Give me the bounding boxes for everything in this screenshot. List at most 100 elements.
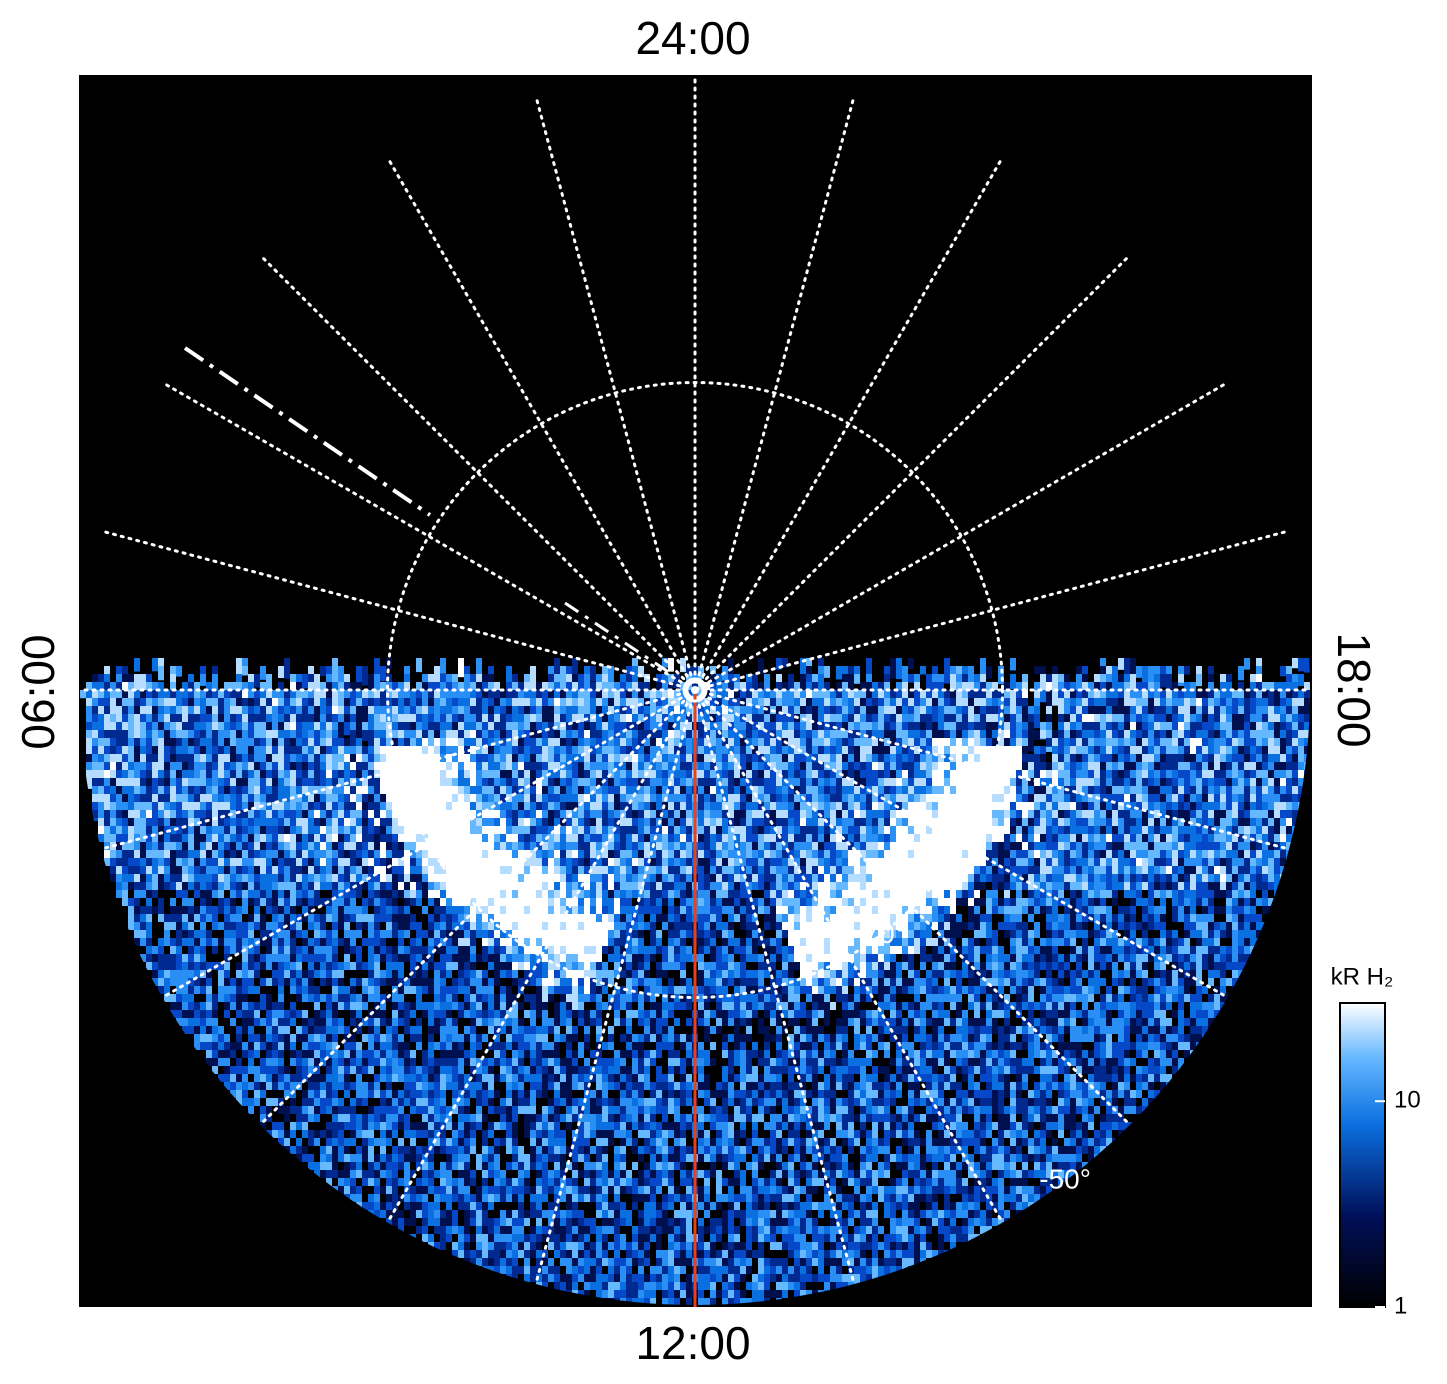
image-pixel	[806, 866, 812, 874]
image-pixel	[362, 818, 368, 826]
image-pixel	[914, 778, 920, 788]
image-pixel	[1094, 850, 1100, 858]
image-pixel	[902, 730, 908, 744]
image-pixel	[1058, 858, 1064, 866]
image-pixel	[566, 826, 572, 834]
image-pixel	[470, 866, 476, 874]
image-pixel	[470, 730, 476, 739]
image-pixel	[554, 698, 560, 711]
image-pixel	[602, 674, 608, 686]
image-pixel	[782, 866, 788, 874]
image-pixel	[98, 690, 104, 703]
image-pixel	[518, 818, 524, 826]
image-pixel	[1106, 850, 1112, 858]
image-pixel	[104, 674, 110, 687]
image-pixel	[860, 818, 866, 826]
image-pixel	[1256, 714, 1262, 728]
image-pixel	[152, 658, 158, 672]
image-pixel	[290, 842, 296, 850]
image-pixel	[1058, 818, 1064, 826]
image-pixel	[578, 858, 584, 866]
image-pixel	[824, 834, 830, 842]
image-pixel	[314, 730, 320, 739]
image-pixel	[1118, 826, 1124, 834]
image-pixel	[584, 842, 590, 850]
image-pixel	[680, 850, 686, 858]
image-pixel	[566, 818, 572, 826]
image-pixel	[1040, 866, 1046, 874]
image-pixel	[494, 706, 500, 718]
image-pixel	[434, 714, 440, 727]
image-pixel	[422, 850, 428, 858]
image-pixel	[170, 810, 176, 818]
image-pixel	[1280, 826, 1286, 834]
image-pixel	[974, 706, 980, 721]
image-pixel	[560, 738, 566, 748]
image-pixel	[794, 810, 800, 818]
image-pixel	[290, 722, 296, 733]
image-pixel	[218, 858, 224, 866]
image-pixel	[740, 794, 746, 803]
image-pixel	[200, 850, 206, 858]
image-pixel	[1076, 810, 1082, 818]
image-pixel	[1100, 826, 1106, 834]
image-pixel	[812, 738, 818, 749]
image-pixel	[224, 738, 230, 753]
image-pixel	[686, 698, 692, 714]
image-pixel	[1136, 850, 1142, 858]
image-pixel	[914, 690, 920, 705]
image-pixel	[854, 866, 860, 874]
image-pixel	[908, 858, 914, 866]
image-pixel	[200, 834, 206, 842]
image-pixel	[572, 818, 578, 826]
image-pixel	[1076, 850, 1082, 858]
image-pixel	[1082, 682, 1088, 697]
image-pixel	[668, 810, 674, 818]
image-pixel	[830, 834, 836, 842]
image-pixel	[1160, 818, 1166, 826]
image-pixel	[710, 698, 716, 711]
image-pixel	[788, 690, 794, 704]
image-pixel	[338, 866, 344, 874]
image-pixel	[320, 666, 326, 677]
image-pixel	[698, 834, 704, 842]
image-pixel	[302, 866, 308, 874]
image-pixel	[992, 690, 998, 702]
image-pixel	[1088, 730, 1094, 743]
image-pixel	[998, 826, 1004, 834]
image-pixel	[1154, 698, 1160, 708]
image-pixel	[1136, 722, 1142, 733]
image-pixel	[1286, 698, 1292, 709]
image-pixel	[1034, 842, 1040, 850]
image-pixel	[182, 834, 188, 842]
image-pixel	[356, 810, 362, 818]
image-pixel	[1250, 698, 1256, 712]
image-pixel	[248, 842, 254, 850]
image-pixel	[1094, 834, 1100, 842]
image-pixel	[1010, 858, 1016, 866]
image-pixel	[1196, 810, 1202, 818]
image-pixel	[764, 690, 770, 704]
image-pixel	[344, 850, 350, 858]
image-pixel	[488, 842, 494, 850]
image-pixel	[1052, 834, 1058, 842]
image-pixel	[1040, 674, 1046, 692]
image-pixel	[722, 866, 728, 874]
image-pixel	[332, 810, 338, 818]
image-pixel	[800, 826, 806, 834]
image-pixel	[830, 858, 836, 866]
image-pixel	[110, 858, 116, 866]
image-pixel	[1016, 810, 1022, 818]
image-pixel	[830, 746, 836, 755]
image-pixel	[998, 858, 1004, 866]
image-pixel	[1034, 818, 1040, 826]
image-pixel	[1118, 682, 1124, 695]
image-pixel	[728, 698, 734, 710]
image-pixel	[1148, 826, 1154, 834]
image-pixel	[164, 834, 170, 842]
image-pixel	[830, 810, 836, 818]
image-pixel	[266, 818, 272, 826]
image-pixel	[440, 682, 446, 697]
image-pixel	[1208, 690, 1214, 705]
image-pixel	[590, 714, 596, 725]
